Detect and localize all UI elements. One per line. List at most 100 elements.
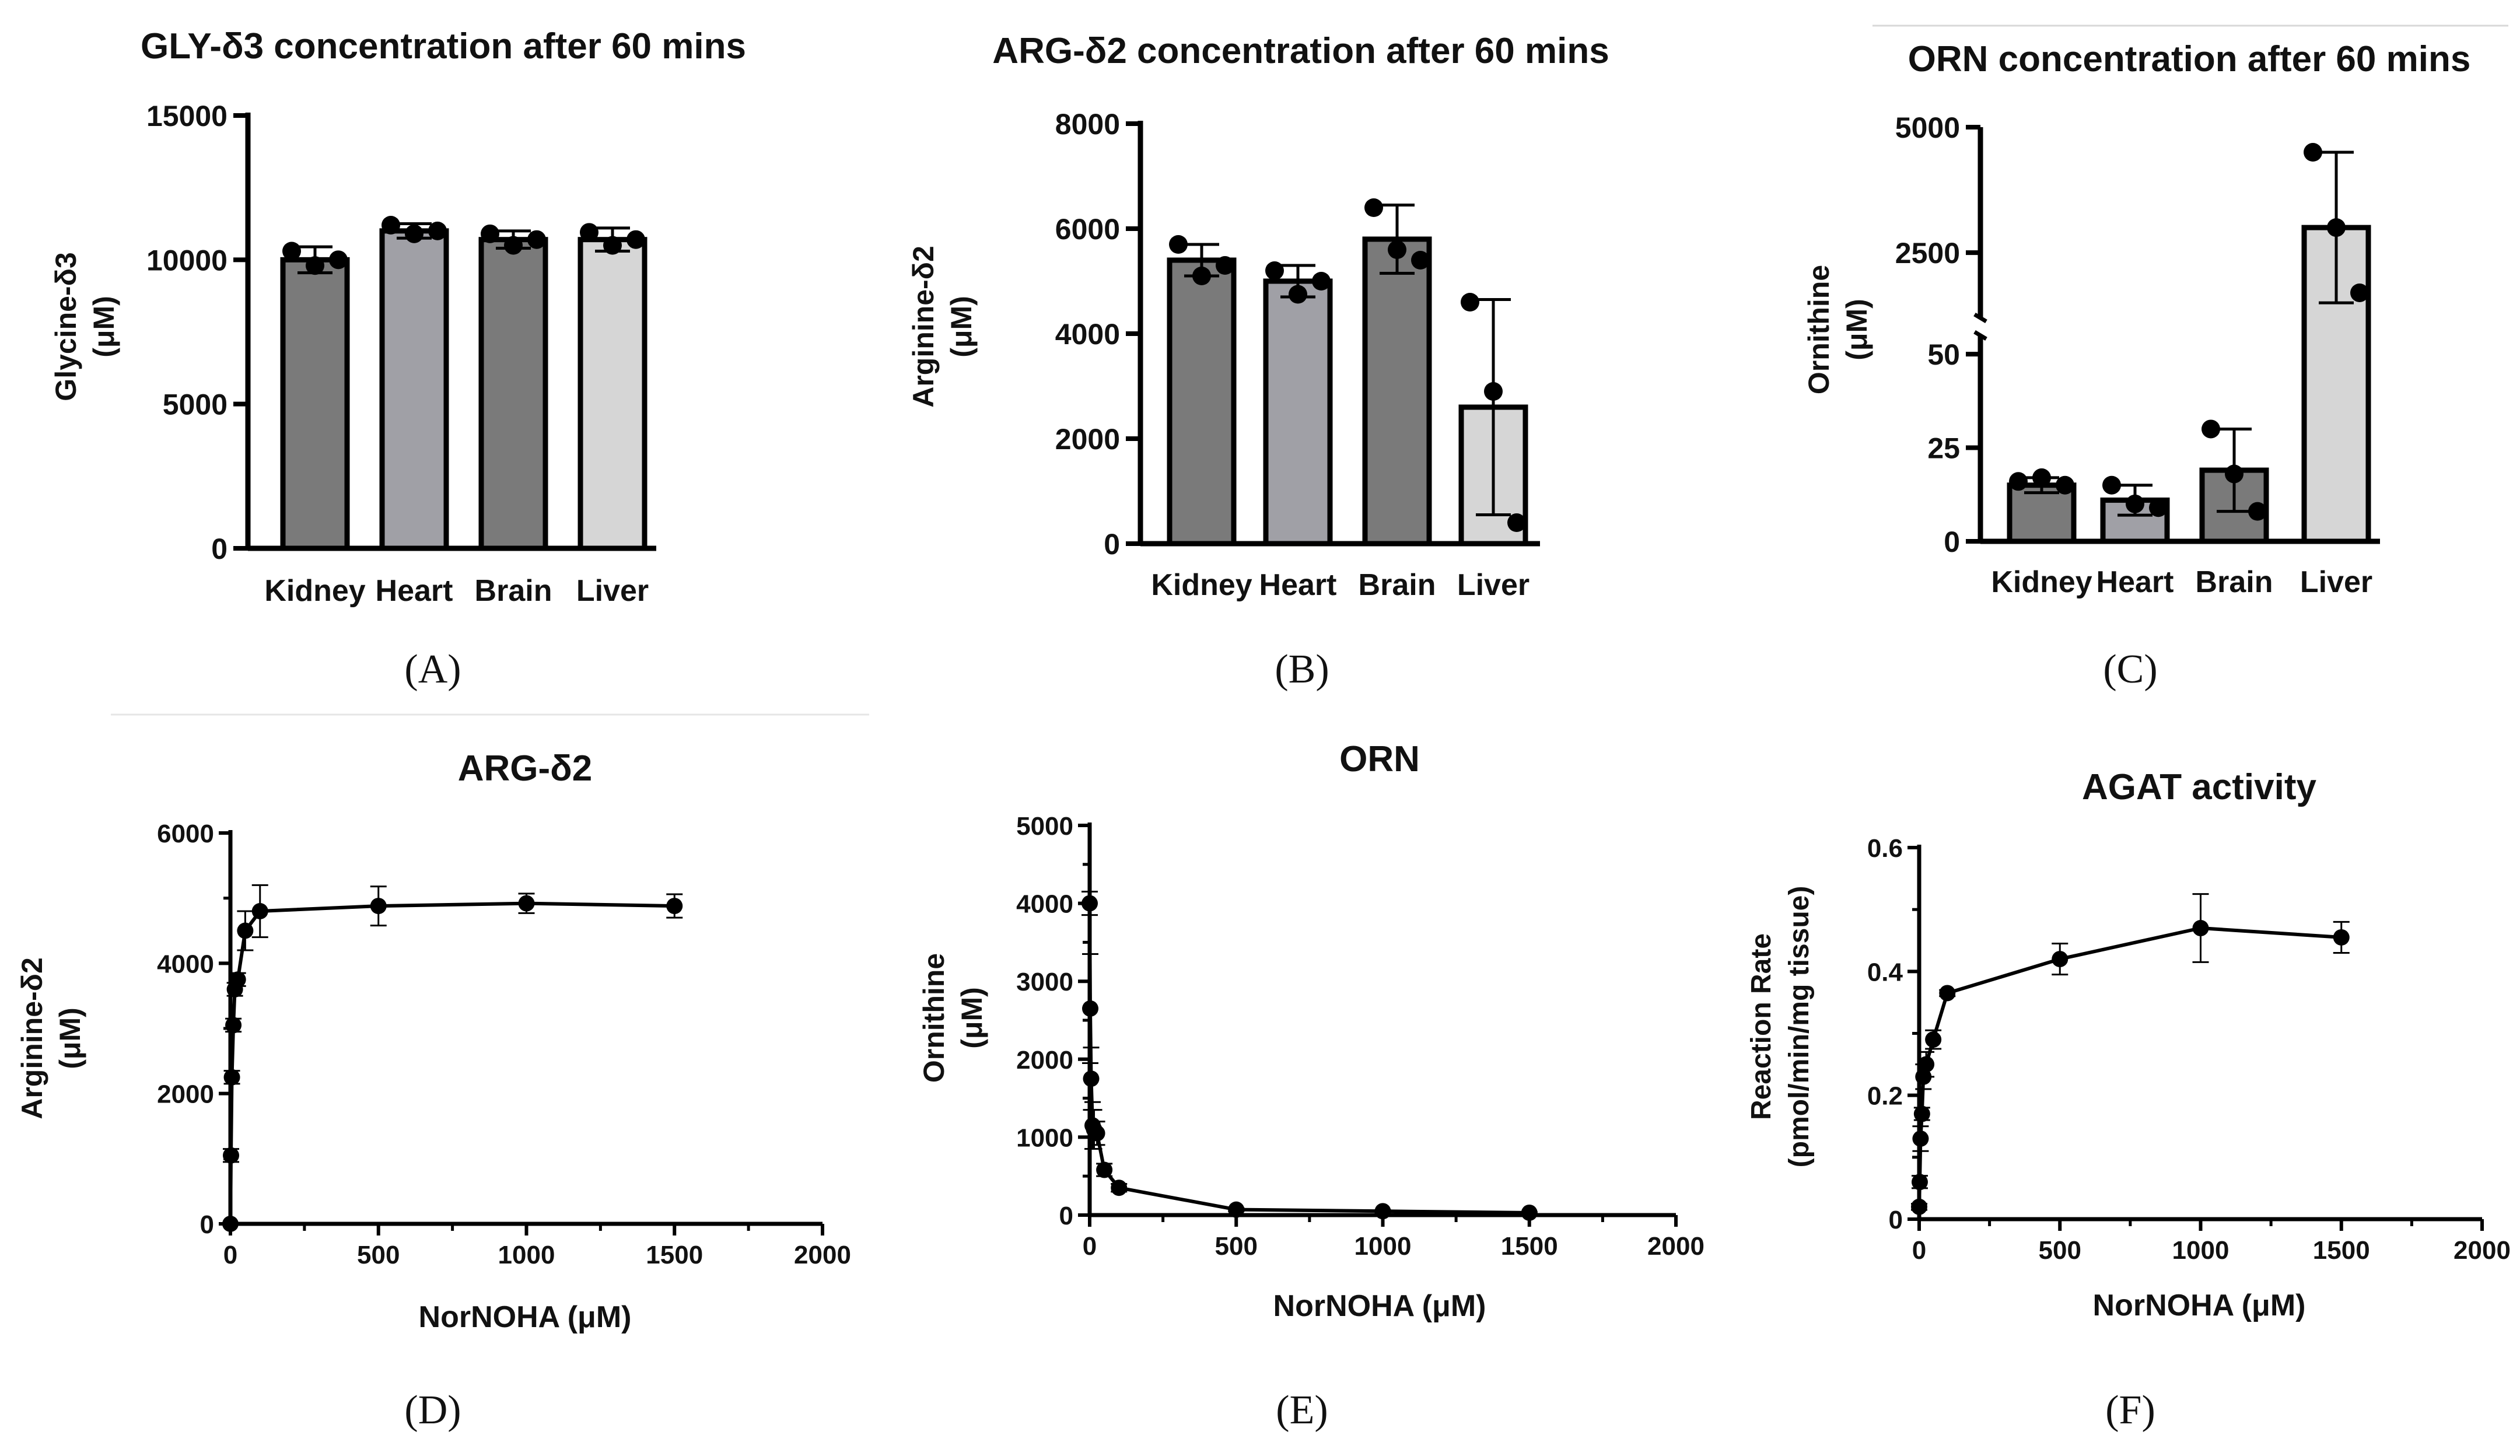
bar-heart: [379, 228, 449, 551]
x-tick-label: 1000: [498, 1241, 555, 1269]
category-label: Brain: [475, 574, 552, 608]
x-tick-label: 500: [357, 1241, 400, 1269]
panel-a-plot: 0 5000 10000 15000 Kidney Heart Brain Liver: [146, 100, 656, 608]
data-point: [1911, 1198, 1927, 1215]
data-point: [382, 215, 400, 235]
category-label: Heart: [2096, 565, 2174, 599]
data-point: [1925, 1031, 1942, 1048]
panel-f-ylabel-line1: Reaction Rate: [1746, 933, 1777, 1120]
data-point: [2052, 951, 2068, 968]
y-tick-label: 10000: [146, 244, 228, 276]
data-point: [2192, 920, 2209, 937]
y-tick-label: 0: [1059, 1202, 1073, 1230]
data-point: [2056, 475, 2074, 495]
bar-liver: [578, 237, 648, 551]
panel-b-label: (B): [1275, 647, 1329, 692]
x-tick-label: 1000: [2172, 1236, 2230, 1265]
data-point: [329, 250, 348, 270]
panel-d-xlabel: NorNOHA (μM): [419, 1300, 632, 1334]
data-point: [1484, 382, 1503, 401]
y-tick-label: 25: [1927, 432, 1960, 465]
x-tick-label: 2000: [1647, 1232, 1704, 1261]
y-tick-label: 0.2: [1867, 1082, 1903, 1111]
y-tick-label: 5000: [163, 388, 228, 421]
category-label: Kidney: [1991, 565, 2092, 599]
data-point: [1461, 293, 1479, 312]
data-point: [405, 224, 424, 243]
category-label: Liver: [1457, 568, 1530, 602]
data-point: [580, 223, 598, 242]
x-tick-label: 500: [1215, 1232, 1258, 1261]
y-tick-label: 0.4: [1867, 958, 1903, 986]
y-tick-label: 5000: [1895, 111, 1960, 144]
y-tick-label: 2500: [1895, 237, 1960, 270]
panel-e-ylabel-line1: Ornithine: [918, 953, 950, 1083]
data-point: [2102, 475, 2121, 495]
panel-c-plot: 0 25 50 2500 5000 Kidney Heart Brain Liver: [1895, 111, 2380, 599]
panel-b-title: ARG-δ2 concentration after 60 mins: [992, 31, 1609, 71]
panel-f: AGAT activity Reaction Rate (pmol/min/mg…: [1746, 767, 2511, 1433]
data-point: [1216, 256, 1234, 275]
data-point: [1388, 240, 1406, 259]
data-point: [1912, 1130, 1929, 1147]
data-point: [1088, 1125, 1105, 1142]
bar-kidney: [1167, 257, 1237, 547]
y-tick-label: 4000: [1055, 318, 1120, 351]
bar-brain: [478, 237, 548, 551]
panel-e-xlabel: NorNOHA (μM): [1273, 1289, 1486, 1323]
data-point: [1082, 895, 1098, 912]
data-point: [370, 898, 387, 915]
y-tick-label: 6000: [1055, 213, 1120, 246]
data-point: [225, 1017, 242, 1034]
data-point: [527, 230, 546, 249]
y-tick-label: 4000: [157, 950, 214, 978]
category-label: Brain: [1359, 568, 1436, 602]
data-point: [1918, 1056, 1935, 1073]
panel-a-ylabel-line2: (μM): [88, 296, 120, 358]
category-label: Kidney: [1151, 568, 1252, 602]
data-point: [666, 898, 683, 915]
data-point: [1265, 261, 1284, 280]
y-tick-label: 0: [211, 533, 228, 565]
data-point: [1411, 251, 1430, 270]
panel-b-plot: 0 2000 4000 6000 8000 Kidney Heart Brain Liver: [1055, 108, 1540, 602]
x-tick-label: 2000: [794, 1241, 851, 1269]
panel-e-ylabel-line2: (μM): [956, 987, 988, 1049]
panel-b: ARG-δ2 concentration after 60 mins Argin…: [907, 31, 1609, 692]
data-point: [2248, 502, 2267, 521]
data-point: [229, 971, 246, 988]
axis-break-mark: [1973, 312, 1987, 324]
data-point: [1507, 513, 1526, 532]
y-tick-label: 0: [1889, 1206, 1903, 1234]
panel-a-label: (A): [404, 647, 461, 692]
data-point: [2009, 472, 2028, 491]
bar-brain: [1362, 236, 1432, 547]
y-tick-label: 2000: [157, 1080, 214, 1109]
panel-a-ylabel-line1: Glycine-δ3: [50, 252, 82, 401]
data-point: [1111, 1180, 1128, 1196]
panel-f-xlabel: NorNOHA (μM): [2093, 1289, 2306, 1322]
data-point: [237, 922, 254, 939]
x-tick-label: 1000: [1354, 1232, 1412, 1261]
panel-d-title: ARG-δ2: [458, 748, 593, 789]
x-tick-label: 1500: [646, 1241, 703, 1269]
data-point: [1083, 1070, 1100, 1087]
panel-c-ylabel-line2: (μM): [1840, 299, 1873, 360]
y-tick-label: 1000: [1016, 1124, 1073, 1152]
data-point: [1911, 1174, 1928, 1191]
data-point: [2126, 494, 2144, 513]
y-tick-label: 0: [1104, 528, 1120, 561]
panel-e-label: (E): [1276, 1388, 1328, 1433]
data-point: [1228, 1201, 1245, 1218]
data-point: [428, 221, 447, 240]
panel-f-plot: 0 0.2 0.4 0.6 0 500 1000 1500 2000: [1867, 834, 2511, 1265]
data-point: [603, 236, 622, 255]
data-point: [2327, 218, 2346, 237]
y-tick-label: 2000: [1055, 423, 1120, 456]
panel-d-ylabel-line1: Arginine-δ2: [16, 957, 48, 1119]
y-tick-label: 6000: [157, 820, 214, 848]
y-tick-label: 0: [200, 1210, 214, 1239]
bar-heart: [1263, 278, 1333, 547]
data-point: [223, 1147, 240, 1164]
